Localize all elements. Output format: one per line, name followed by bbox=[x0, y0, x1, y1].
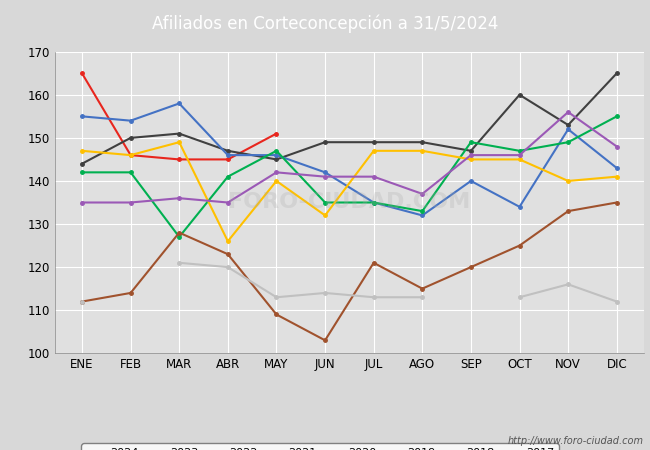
Text: Afiliados en Corteconcepción a 31/5/2024: Afiliados en Corteconcepción a 31/5/2024 bbox=[152, 14, 498, 33]
Text: FORO-CIUDAD.COM: FORO-CIUDAD.COM bbox=[228, 193, 471, 212]
Legend: 2024, 2023, 2022, 2021, 2020, 2019, 2018, 2017: 2024, 2023, 2022, 2021, 2020, 2019, 2018… bbox=[81, 443, 558, 450]
Text: http://www.foro-ciudad.com: http://www.foro-ciudad.com bbox=[508, 436, 644, 446]
